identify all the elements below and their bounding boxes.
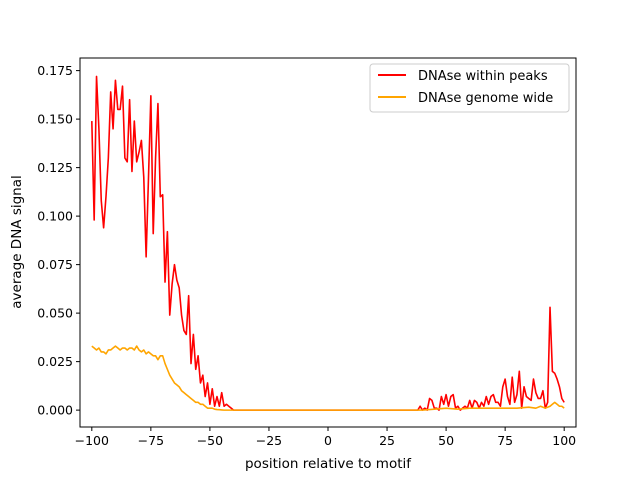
- series-line-dnase-genome-wide: [91, 345, 565, 411]
- y-tick-label: 0.125: [37, 160, 73, 175]
- x-tick-label: 0: [324, 433, 332, 448]
- x-tick-label: −100: [75, 433, 109, 448]
- y-tick-label: 0.100: [37, 209, 73, 224]
- y-axis-label: average DNA signal: [9, 175, 25, 309]
- x-tick-label: −50: [197, 433, 223, 448]
- x-axis: −100 −75 −50 −25 0 25 50 75 100: [75, 427, 576, 448]
- y-tick-label: 0.000: [37, 403, 73, 418]
- legend-label-dnase-within-peaks: DNAse within peaks: [418, 69, 548, 84]
- plot-area: [91, 75, 565, 411]
- x-tick-label: 100: [552, 433, 576, 448]
- y-tick-label: 0.025: [37, 354, 73, 369]
- y-tick-label: 0.050: [37, 306, 73, 321]
- x-axis-label: position relative to motif: [245, 456, 412, 472]
- x-tick-label: −25: [256, 433, 282, 448]
- axes-frame: [79, 57, 577, 428]
- legend-box: [369, 63, 570, 113]
- y-axis: 0.000 0.025 0.050 0.075 0.100 0.125 0.150 0.175: [37, 63, 80, 418]
- x-tick-label: −75: [138, 433, 164, 448]
- y-tick-label: 0.150: [37, 112, 73, 127]
- x-tick-label: 75: [497, 433, 513, 448]
- legend-label-dnase-genome-wide: DNAse genome wide: [418, 91, 553, 106]
- y-tick-label: 0.075: [37, 257, 73, 272]
- y-tick-label: 0.175: [37, 63, 73, 78]
- x-tick-label: 25: [379, 433, 395, 448]
- x-tick-label: 50: [438, 433, 454, 448]
- legend: DNAse within peaks DNAse genome wide: [369, 63, 570, 113]
